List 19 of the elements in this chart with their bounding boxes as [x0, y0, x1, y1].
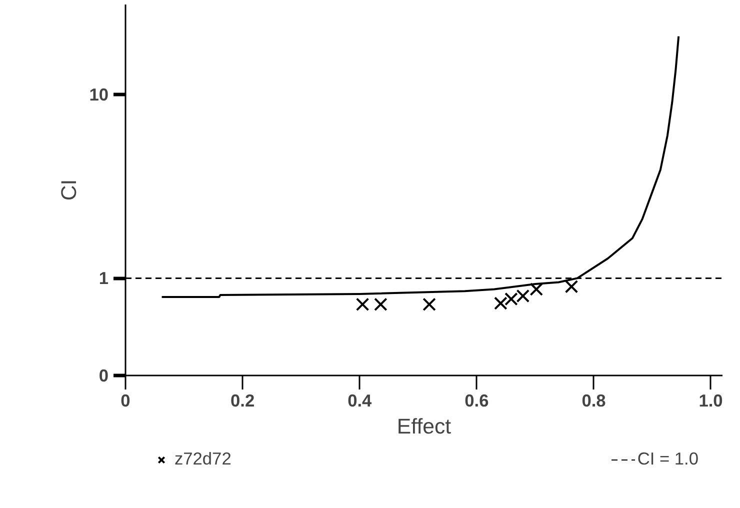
x-axis-title: Effect [396, 414, 452, 438]
x-tick-label: 1.0 [698, 390, 723, 410]
x-tick-label: 0.2 [230, 390, 255, 410]
point [422, 298, 436, 312]
y-tick-label: 10 [89, 84, 109, 105]
y-tick-label: 0 [98, 366, 109, 386]
x-tick-label: 0 [120, 390, 130, 410]
legend-label: z72d72 [174, 448, 232, 470]
point [374, 298, 388, 312]
x-tick-label: 0.8 [582, 390, 606, 410]
point [564, 280, 578, 294]
legend-label: CI = 1.0 [637, 448, 699, 470]
point [530, 282, 544, 296]
point [356, 298, 370, 312]
point [494, 296, 508, 310]
y-axis-title: CI [57, 179, 82, 201]
x-tick-label: 0.6 [464, 390, 490, 410]
y-tick-label: 1 [98, 268, 109, 288]
x-tick-label: 0.4 [348, 390, 372, 410]
